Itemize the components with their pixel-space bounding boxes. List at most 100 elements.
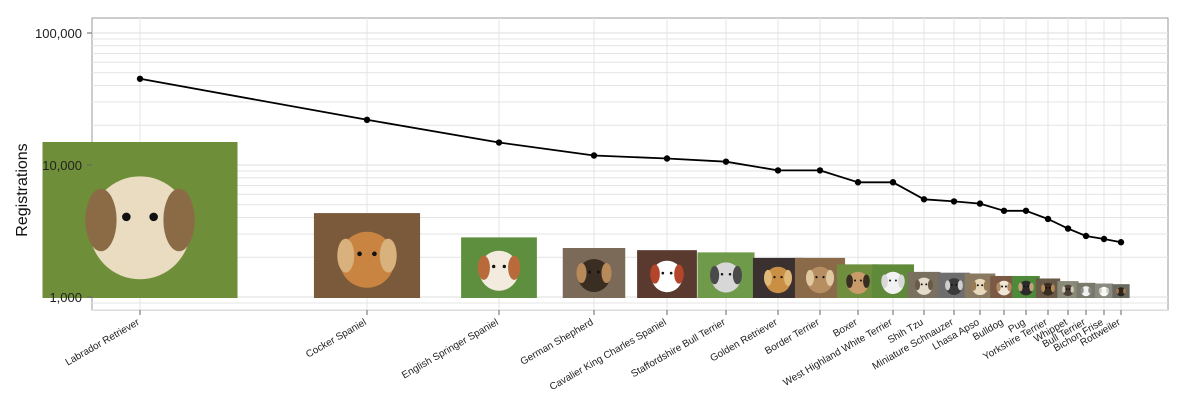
dog-photo-body	[339, 231, 395, 288]
dog-photo-ear	[650, 264, 660, 284]
dog-photo	[871, 264, 915, 298]
dog-photo-ear	[1088, 287, 1092, 294]
dog-photo-body	[847, 271, 869, 294]
dog-photo	[938, 272, 970, 298]
dog-photo	[1012, 275, 1040, 298]
dog-photo-eye	[1004, 285, 1007, 288]
y-axis-title: Registrations	[14, 143, 31, 236]
dog-photo-ear	[1050, 284, 1055, 293]
dog-photo-ear	[1116, 288, 1119, 294]
y-tick-label: 100,000	[35, 26, 82, 41]
dog-photo-eye	[149, 212, 158, 222]
x-category-label: Cavalier King Charles Spaniel	[548, 317, 669, 393]
dog-photo-ear	[1098, 287, 1102, 294]
dog-photo	[1057, 281, 1079, 298]
dog-photo-body	[711, 262, 741, 293]
x-category-layer: Labrador Retriever Cocker Spaniel English …	[64, 310, 1123, 393]
dog-photo-ear	[1123, 288, 1126, 294]
dog-photo-body	[89, 176, 191, 280]
data-point	[889, 179, 897, 186]
dog-photo-eye	[1001, 285, 1004, 288]
dog-photo	[1076, 282, 1096, 298]
dog-photo-ear	[957, 280, 963, 291]
data-point	[1064, 225, 1072, 232]
dog-photo-ear	[710, 266, 720, 285]
dog-photo	[637, 250, 697, 298]
dog-photo	[42, 142, 238, 298]
dog-photo-eye	[720, 273, 724, 276]
data-point	[363, 116, 371, 124]
dog-photo-eye	[1065, 288, 1068, 291]
dog-photo-ear	[763, 269, 772, 286]
dog-photo-body	[1116, 287, 1126, 297]
y-tick-label: 1,000	[49, 290, 82, 305]
dog-photo-eye	[372, 251, 377, 257]
dog-photo-ear	[805, 269, 814, 286]
dog-photo-body	[1018, 280, 1034, 296]
dog-photo-ear	[508, 255, 521, 280]
dog-photo-eye	[1045, 286, 1048, 289]
dog-photo-ear	[898, 274, 905, 288]
dog-photo-ear	[863, 274, 870, 288]
dog-photo-body	[479, 250, 519, 291]
dog-photo-ear	[1080, 287, 1084, 294]
dog-photo-eye	[925, 283, 928, 286]
dog-photo-ear	[881, 274, 888, 288]
dog-photo	[313, 213, 421, 298]
data-point	[1100, 235, 1108, 243]
dog-photo-eye	[1023, 285, 1026, 288]
dog-photo-eye	[588, 270, 591, 274]
dog-photo-ear	[1070, 286, 1074, 293]
dog-photo-eye	[773, 276, 776, 279]
dog-photo-eye	[955, 283, 958, 286]
dog-photo	[752, 257, 804, 298]
data-point	[136, 75, 144, 82]
dog-photo-eye	[920, 283, 923, 286]
dog-photo-ear	[732, 266, 742, 285]
data-point	[816, 167, 824, 174]
data-point	[663, 155, 671, 162]
dog-photo-body	[945, 278, 963, 295]
dog-photo-body	[806, 266, 834, 294]
y-tick-label: 10,000	[42, 158, 82, 173]
dog-photo-eye	[854, 279, 857, 282]
dog-photo-ear	[674, 264, 684, 284]
dog-photo-eye	[1068, 288, 1071, 291]
dog-image-layer	[42, 142, 1130, 298]
dog-photo-ear	[914, 279, 921, 291]
dog-photo-ear	[1106, 287, 1110, 294]
data-point	[950, 198, 958, 205]
dog-photo-eye	[122, 212, 131, 222]
dog-photo-eye	[1026, 285, 1029, 288]
data-point	[495, 139, 503, 146]
data-point	[774, 167, 782, 174]
data-point	[854, 179, 862, 186]
dog-photo-eye	[889, 279, 892, 282]
dog-photo-ear	[1007, 282, 1012, 292]
y-tick-layer: 1,000 10,000 100,000	[35, 26, 92, 305]
dog-photo-eye	[822, 276, 825, 279]
dog-photo-eye	[669, 271, 673, 275]
dog-photo-body	[996, 280, 1012, 296]
x-category-label: Staffordshire Bull Terrier	[629, 317, 728, 380]
dog-photo-body	[882, 271, 904, 294]
dog-photo	[964, 273, 996, 298]
dog-photo	[1112, 284, 1130, 298]
dog-photo	[1035, 278, 1061, 298]
dog-photo	[794, 257, 846, 298]
dog-photo-eye	[502, 264, 506, 269]
dog-photo-body	[1041, 282, 1055, 296]
data-point	[1000, 207, 1008, 214]
dog-photo	[907, 271, 941, 298]
data-point	[1082, 232, 1090, 240]
dog-photo	[562, 247, 626, 298]
dog-photo-ear	[983, 280, 989, 291]
dog-photo-body	[764, 266, 792, 294]
dog-photo-body	[1062, 284, 1074, 296]
dog-photo-eye	[981, 284, 984, 287]
dog-photo-ear	[945, 280, 951, 291]
dog-photo-body	[577, 258, 611, 292]
dog-photo-ear	[996, 282, 1001, 292]
